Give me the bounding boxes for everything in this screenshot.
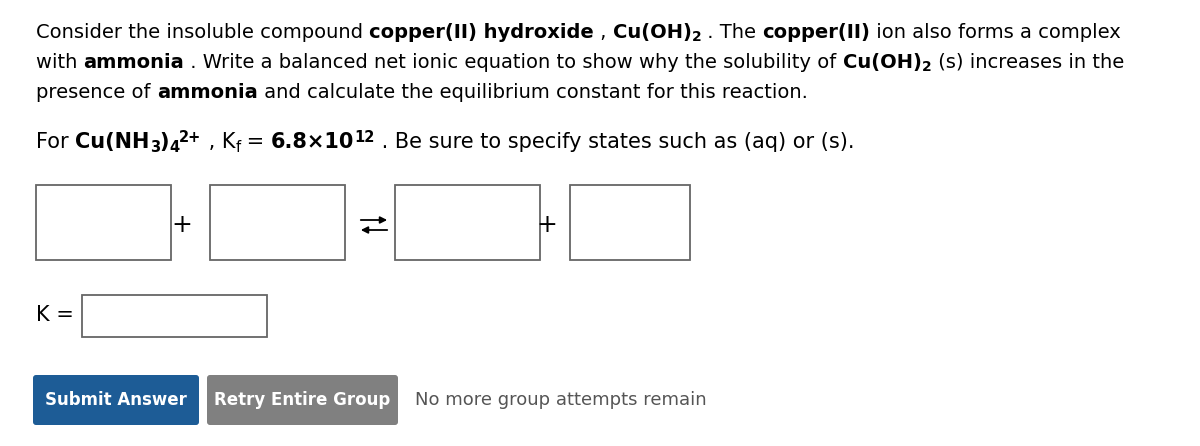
Text: copper(II): copper(II): [762, 23, 870, 42]
Text: ion also forms a complex: ion also forms a complex: [870, 23, 1121, 42]
Text: Consider the insoluble compound: Consider the insoluble compound: [36, 23, 370, 42]
Text: ,: ,: [594, 23, 613, 42]
Text: Cu(OH): Cu(OH): [613, 23, 691, 42]
Text: , K: , K: [202, 132, 235, 152]
Text: 2+: 2+: [179, 130, 202, 145]
Text: Retry Entire Group: Retry Entire Group: [215, 391, 391, 409]
Text: 4: 4: [169, 140, 179, 155]
Text: Submit Answer: Submit Answer: [46, 391, 187, 409]
Text: No more group attempts remain: No more group attempts remain: [415, 391, 707, 409]
FancyBboxPatch shape: [34, 375, 199, 425]
Text: +: +: [536, 213, 558, 237]
Bar: [395, 185, 540, 260]
Bar: [36, 185, 172, 260]
Text: ): ): [160, 132, 169, 152]
Text: . Be sure to specify states such as (aq) or (s).: . Be sure to specify states such as (aq)…: [374, 132, 854, 152]
Text: Cu(OH): Cu(OH): [842, 53, 922, 72]
Text: copper(II) hydroxide: copper(II) hydroxide: [370, 23, 594, 42]
Text: ammonia: ammonia: [84, 53, 185, 72]
Text: presence of: presence of: [36, 83, 157, 102]
Bar: [570, 185, 690, 260]
Text: ammonia: ammonia: [157, 83, 258, 102]
Text: For: For: [36, 132, 76, 152]
Text: 6.8×10: 6.8×10: [271, 132, 354, 152]
Text: . Write a balanced net ionic equation to show why the solubility of: . Write a balanced net ionic equation to…: [185, 53, 842, 72]
Bar: [82, 295, 266, 337]
Text: Cu(NH: Cu(NH: [76, 132, 150, 152]
Text: f: f: [235, 140, 240, 155]
Text: =: =: [240, 132, 271, 152]
Text: (s) increases in the: (s) increases in the: [931, 53, 1123, 72]
Bar: [210, 185, 346, 260]
Text: with: with: [36, 53, 84, 72]
Text: and calculate the equilibrium constant for this reaction.: and calculate the equilibrium constant f…: [258, 83, 808, 102]
Text: . The: . The: [701, 23, 762, 42]
Text: 2: 2: [691, 30, 701, 44]
Text: 12: 12: [354, 130, 374, 145]
Text: 3: 3: [150, 140, 160, 155]
Text: +: +: [172, 213, 192, 237]
Text: 2: 2: [922, 60, 931, 74]
FancyBboxPatch shape: [208, 375, 398, 425]
Text: K =: K =: [36, 305, 74, 325]
